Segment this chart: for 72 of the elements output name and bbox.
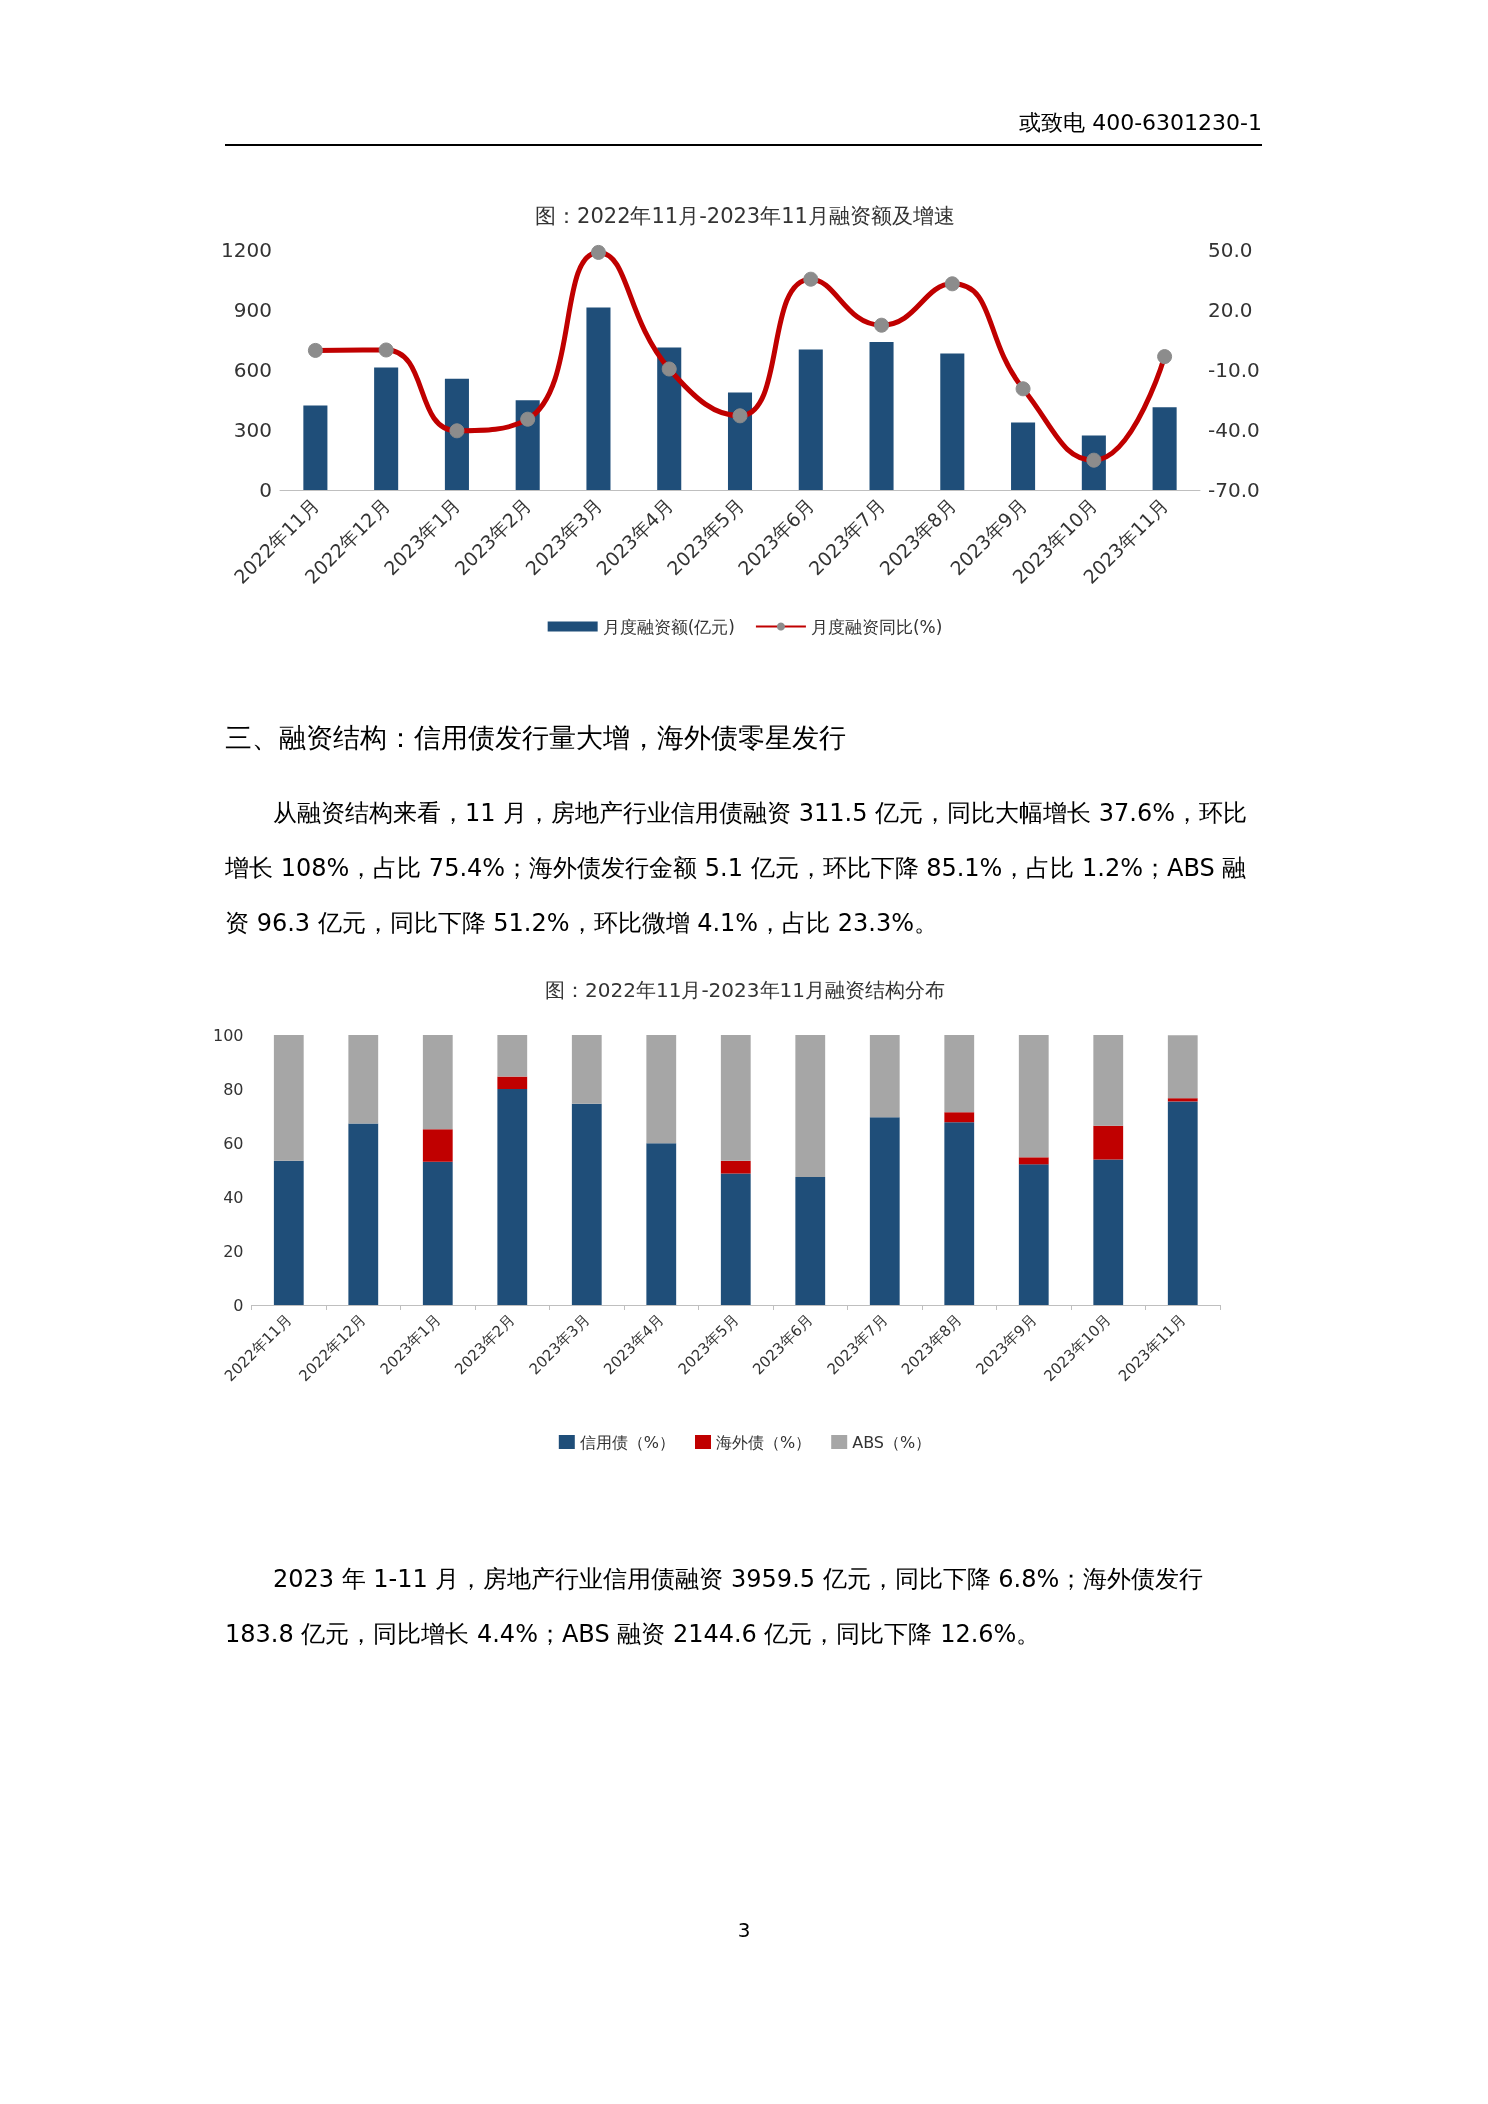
bar — [422, 1161, 453, 1305]
bar — [303, 405, 328, 490]
bar — [422, 1035, 453, 1130]
bar — [944, 1112, 975, 1123]
bar — [444, 378, 469, 490]
bar — [497, 1035, 528, 1077]
y-tick-label: 600 — [233, 358, 272, 382]
bar — [944, 1122, 975, 1305]
bar — [798, 349, 823, 490]
text: 2023 年 1-11 月，房地产行业信用债融资 3959.5 亿元，同比下降 6.8%；海外债发行 183.8 亿元，同比增长 4.4%；ABS 融资 2144.6 亿元，同比下降 12.6%。 — [225, 1564, 1205, 1650]
bar — [273, 1035, 304, 1161]
bar — [1093, 1035, 1124, 1126]
y-tick-label: 60 — [223, 1133, 244, 1153]
y-tick-label: 1200 — [221, 238, 272, 262]
bar — [1167, 1098, 1198, 1102]
chart-title: 图：2022年11月-2023年11月融资额及增速 — [535, 203, 955, 228]
bar — [869, 1035, 900, 1118]
y2-tick-label: 20.0 — [1208, 298, 1253, 322]
y-tick-label: 20 — [223, 1241, 244, 1261]
bar — [795, 1177, 826, 1305]
y-tick-label: 300 — [233, 418, 272, 442]
bar — [374, 367, 399, 490]
bar — [944, 1035, 975, 1113]
bar — [869, 342, 894, 490]
bar — [497, 1076, 528, 1089]
y-tick-label: 0 — [233, 1295, 244, 1315]
y2-tick-label: -10.0 — [1208, 358, 1260, 382]
bar — [646, 1143, 677, 1305]
y-tick-label: 900 — [233, 298, 272, 322]
bar — [1011, 422, 1036, 490]
y-tick-label: 0 — [259, 478, 272, 502]
legend-label: 月度融资同比(%) — [810, 616, 943, 637]
bar — [657, 347, 682, 490]
bar — [940, 353, 965, 490]
legend-label: 信用债（%） — [579, 1432, 675, 1452]
bar — [586, 307, 611, 490]
chart-title: 图：2022年11月-2023年11月融资结构分布 — [545, 978, 945, 1002]
bar — [869, 1117, 900, 1305]
bar — [795, 1035, 826, 1178]
y2-tick-label: -70.0 — [1208, 478, 1260, 502]
text: 从融资结构来看，11 月，房地产行业信用债融资 311.5 亿元，同比大幅增长 37.6%，环比增长 108%，占比 75.4%；海外债发行金额 5.1 亿元，环比下降 85.1%，占比 1.2%；ABS 融资 96.3 亿元，同比下降 51.2%，环比微增 4.1%，占比 23.3%。 — [225, 798, 1248, 939]
bar — [1093, 1125, 1124, 1160]
bar — [720, 1173, 751, 1305]
bar — [1093, 1159, 1124, 1305]
bar — [348, 1035, 379, 1124]
text: 或致电 400-6301230-1 — [225, 108, 1262, 146]
bar — [727, 392, 753, 490]
y2-tick-label: 50.0 — [1208, 238, 1253, 262]
text: 三、融资结构：信用债发行量大增，海外债零星发行 — [225, 721, 847, 755]
legend-label: 海外债（%） — [716, 1432, 812, 1452]
bar — [422, 1129, 453, 1162]
bar — [1018, 1035, 1049, 1158]
bar — [571, 1103, 602, 1305]
y2-tick-label: -40.0 — [1208, 418, 1260, 442]
legend-label: ABS（%） — [852, 1432, 932, 1452]
bar — [1167, 1035, 1198, 1099]
bar — [1018, 1164, 1049, 1305]
text: 3 — [736, 1918, 752, 1942]
bar — [1152, 407, 1177, 490]
bar — [348, 1123, 379, 1305]
bar — [571, 1035, 602, 1104]
y-tick-label: 80 — [223, 1079, 244, 1099]
y-tick-label: 40 — [223, 1187, 244, 1207]
legend-label: 月度融资额(亿元) — [602, 616, 735, 637]
bar — [1167, 1101, 1198, 1305]
bar — [720, 1160, 751, 1174]
bar — [273, 1160, 304, 1305]
bar — [646, 1035, 677, 1144]
bar — [1018, 1157, 1049, 1165]
y-tick-label: 100 — [212, 1025, 244, 1045]
bar — [720, 1035, 751, 1161]
bar — [497, 1089, 528, 1305]
